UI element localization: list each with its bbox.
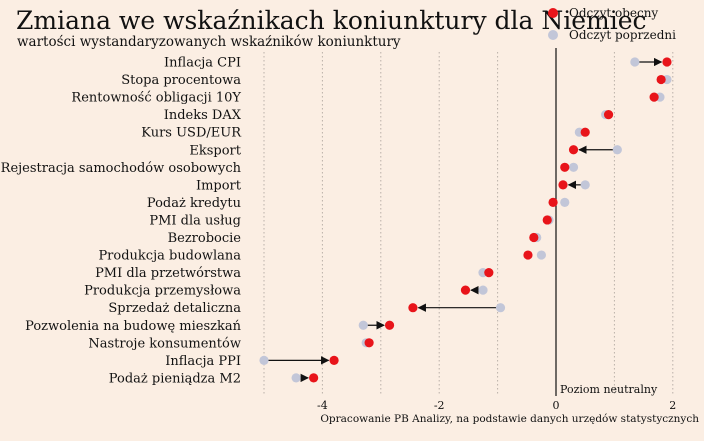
point-current (309, 373, 319, 383)
category-label: Import (196, 178, 242, 193)
point-previous (536, 250, 547, 260)
category-label: Eksport (189, 143, 241, 158)
point-previous (478, 285, 488, 295)
category-label: Pozwolenia na budowę mieszkań (25, 319, 241, 334)
point-current (580, 127, 590, 137)
neutral-level-label: Poziom neutralny (560, 383, 658, 396)
point-current (542, 215, 552, 225)
x-tick-label: -2 (434, 399, 445, 412)
legend-swatch-current (548, 8, 558, 18)
point-previous (358, 320, 368, 330)
point-current (529, 232, 539, 243)
chart-title: Zmiana we wskaźnikach koniunktury dla Ni… (16, 6, 647, 35)
category-label: Indeks DAX (164, 108, 242, 123)
category-label: Rejestracja samochodów osobowych (1, 161, 242, 176)
legend-swatch-previous (548, 30, 558, 40)
point-current (603, 110, 614, 120)
grid (263, 48, 674, 396)
point-current (656, 74, 666, 85)
category-label: Produkcja budowlana (98, 249, 241, 264)
legend-item-previous: Odczyt poprzedni (548, 24, 676, 46)
x-tick-label: 2 (669, 399, 676, 412)
point-current (649, 92, 659, 102)
category-label: Podaż kredytu (147, 196, 241, 211)
point-previous (612, 145, 622, 155)
category-label: Sprzedaż detaliczna (108, 301, 241, 316)
point-current (364, 338, 374, 348)
category-label: PMI dla usług (149, 213, 241, 228)
point-previous (495, 303, 506, 313)
category-label: PMI dla przetwórstwa (95, 266, 241, 281)
category-label: Podaż pieniądza M2 (109, 371, 241, 386)
source-note: Opracowanie PB Analizy, na podstawie dan… (320, 413, 699, 425)
x-axis-ticks: -4 -2 0 2 (317, 399, 676, 412)
point-current (460, 285, 471, 295)
category-label: Rentowność obligacji 10Y (71, 91, 241, 106)
category-label: Inflacja PPI (165, 354, 241, 369)
point-previous (568, 162, 579, 172)
point-previous (259, 355, 269, 365)
point-current (558, 180, 568, 190)
point-previous (291, 373, 301, 383)
category-label: Inflacja CPI (164, 56, 241, 71)
category-label: Bezrobocie (168, 231, 242, 246)
chart-subtitle: wartości wystandaryzowanych wskaźników k… (17, 34, 401, 50)
category-labels: Inflacja CPI Stopa procentowa Rentowność o… (1, 56, 243, 387)
point-current (568, 145, 579, 155)
point-current (329, 355, 339, 365)
arrows (267, 57, 663, 383)
point-current (560, 162, 570, 172)
category-label: Kurs USD/EUR (141, 126, 242, 141)
category-label: Produkcja przemysłowa (84, 284, 241, 299)
legend-label-current: Odczyt obecny (569, 6, 659, 20)
category-label: Stopa procentowa (121, 73, 241, 88)
point-previous (580, 180, 590, 190)
points (259, 57, 672, 383)
point-current (484, 268, 494, 278)
point-previous (630, 57, 640, 67)
point-current (662, 57, 672, 67)
legend-item-current: Odczyt obecny (548, 2, 676, 24)
point-current (523, 250, 533, 260)
point-current (384, 320, 395, 330)
legend-label-previous: Odczyt poprzedni (569, 28, 676, 42)
legend: Odczyt obecny Odczyt poprzedni (548, 2, 676, 46)
x-tick-label: -4 (317, 399, 328, 412)
point-previous (560, 197, 570, 207)
point-current (408, 303, 418, 313)
point-current (548, 197, 558, 207)
category-label: Nastroje konsumentów (88, 336, 241, 351)
x-tick-label: 0 (553, 399, 560, 412)
